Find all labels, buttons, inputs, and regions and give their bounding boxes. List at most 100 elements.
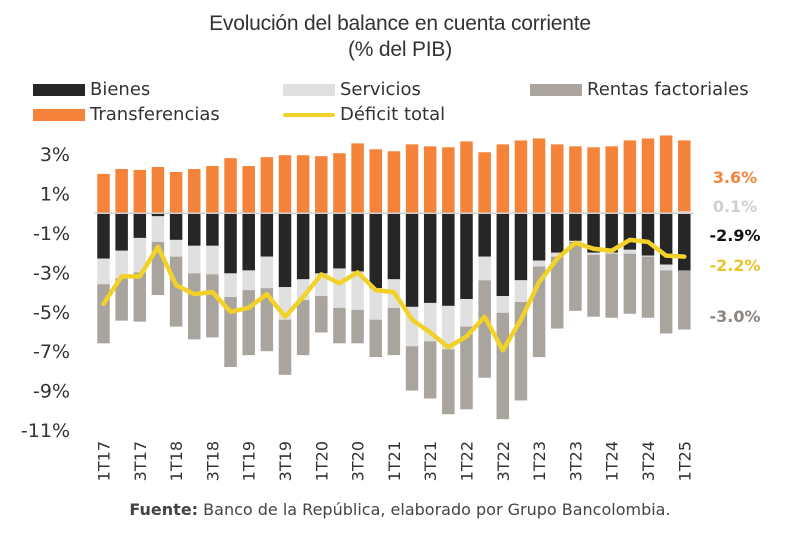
bar-bienes bbox=[296, 213, 310, 280]
bar-bienes bbox=[115, 213, 128, 251]
bar-servicios bbox=[97, 258, 110, 285]
bar-transferencias bbox=[587, 147, 600, 214]
x-tick-label: 1T20 bbox=[312, 441, 331, 481]
bar-servicios bbox=[151, 216, 165, 242]
bar-rentas-factoriales bbox=[605, 253, 618, 318]
bar-rentas-factoriales bbox=[188, 273, 201, 340]
y-tick-label: -3% bbox=[33, 262, 70, 284]
bar-rentas-factoriales bbox=[315, 296, 328, 333]
y-tick-label: -5% bbox=[33, 302, 70, 324]
annotation-label: -2.9% bbox=[709, 226, 760, 245]
deficit-line-group bbox=[101, 237, 687, 353]
y-tick-label: 3% bbox=[40, 144, 70, 166]
bar-transferencias bbox=[387, 151, 401, 214]
bar-bienes bbox=[224, 213, 237, 274]
bar-bienes bbox=[641, 213, 655, 256]
bar-rentas-factoriales bbox=[333, 307, 346, 344]
bar-rentas-factoriales bbox=[551, 256, 564, 329]
bar-rentas-factoriales bbox=[115, 278, 128, 321]
x-tick-label: 3T19 bbox=[276, 441, 295, 481]
bar-bienes bbox=[315, 213, 328, 274]
x-tick-label: 1T21 bbox=[385, 441, 404, 481]
bar-servicios bbox=[442, 305, 455, 350]
bar-transferencias bbox=[369, 149, 382, 214]
bar-rentas-factoriales bbox=[659, 270, 673, 334]
legend-item-deficit: Déficit total bbox=[283, 104, 445, 125]
bar-servicios bbox=[460, 299, 473, 327]
bar-bienes bbox=[460, 213, 473, 299]
bar-bienes bbox=[151, 213, 165, 217]
bar-transferencias bbox=[460, 141, 473, 214]
bar-bienes bbox=[369, 213, 382, 289]
legend-label-rentas: Rentas factoriales bbox=[587, 79, 749, 100]
y-tick-label: -9% bbox=[33, 381, 70, 403]
bar-rentas-factoriales bbox=[569, 241, 582, 311]
legend-label-servicios: Servicios bbox=[340, 79, 421, 100]
annotation-label: -3.0% bbox=[709, 307, 760, 326]
y-axis: 3% 1% -1% -3% -5% -7% -9% -11% bbox=[21, 144, 70, 442]
bar-servicios bbox=[224, 273, 237, 298]
x-tick-label: 3T17 bbox=[131, 441, 150, 481]
bar-rentas-factoriales bbox=[460, 326, 473, 410]
x-axis: 1T17 3T17 1T18 3T18 1T19 3T19 1T20 3T20 1T21 3T21… bbox=[95, 441, 695, 481]
bar-bienes bbox=[387, 213, 401, 280]
bar-rentas-factoriales bbox=[296, 299, 310, 356]
bar-servicios bbox=[605, 252, 618, 254]
bar-rentas-factoriales bbox=[678, 270, 691, 330]
bar-servicios bbox=[351, 271, 364, 310]
x-tick-label: 3T18 bbox=[203, 441, 222, 481]
bar-rentas-factoriales bbox=[133, 272, 147, 322]
bar-transferencias bbox=[133, 169, 147, 214]
bar-servicios bbox=[587, 252, 600, 255]
source-note: Fuente: Banco de la República, elaborado… bbox=[0, 500, 800, 519]
bar-servicios bbox=[478, 256, 491, 281]
bar-transferencias bbox=[115, 168, 128, 214]
bar-bienes bbox=[605, 213, 618, 253]
bar-transferencias bbox=[551, 144, 564, 214]
bar-servicios bbox=[623, 249, 637, 254]
bar-rentas-factoriales bbox=[351, 309, 364, 344]
chart-title: Evolución del balance en cuenta corrient… bbox=[209, 12, 591, 35]
bar-rentas-factoriales bbox=[478, 280, 491, 378]
x-tick-label: 1T23 bbox=[530, 441, 549, 481]
bar-bienes bbox=[188, 213, 201, 246]
bar-servicios bbox=[242, 270, 255, 291]
annotation-label: 0.1% bbox=[713, 197, 757, 216]
bar-transferencias bbox=[224, 158, 237, 214]
source-text: Banco de la República, elaborado por Gru… bbox=[198, 500, 671, 519]
bar-servicios bbox=[659, 264, 673, 271]
bar-rentas-factoriales bbox=[97, 284, 110, 344]
bar-transferencias bbox=[188, 168, 201, 214]
bar-rentas-factoriales bbox=[278, 319, 292, 375]
bar-transferencias bbox=[623, 140, 637, 214]
y-tick-label: -11% bbox=[21, 420, 70, 442]
legend-swatch-servicios bbox=[283, 83, 335, 96]
y-tick-label: -1% bbox=[33, 223, 70, 245]
y-tick-label: 1% bbox=[40, 184, 70, 206]
legend-swatch-bienes bbox=[33, 83, 85, 96]
bar-transferencias bbox=[351, 143, 364, 214]
annotation-label: -2.2% bbox=[709, 256, 760, 275]
bar-transferencias bbox=[260, 157, 274, 214]
bar-bienes bbox=[405, 213, 419, 307]
bar-transferencias bbox=[151, 167, 165, 214]
bar-transferencias bbox=[97, 173, 110, 214]
bar-transferencias bbox=[405, 144, 419, 214]
bar-transferencias bbox=[278, 155, 292, 214]
legend-label-deficit: Déficit total bbox=[340, 104, 446, 125]
bar-rentas-factoriales bbox=[641, 256, 655, 318]
bar-bienes bbox=[242, 213, 255, 271]
bar-bienes bbox=[169, 213, 183, 240]
bar-bienes bbox=[532, 213, 546, 261]
x-tick-label: 3T22 bbox=[494, 441, 513, 481]
legend-swatch-rentas bbox=[530, 83, 582, 96]
bar-servicios bbox=[532, 260, 546, 267]
bar-servicios bbox=[260, 256, 274, 289]
bar-transferencias bbox=[333, 153, 346, 214]
bar-rentas-factoriales bbox=[387, 307, 401, 356]
annotations: 3.6% 0.1% -2.9% -2.2% -3.0% bbox=[709, 168, 760, 326]
bar-bienes bbox=[133, 213, 147, 238]
bar-bienes bbox=[97, 213, 110, 259]
legend-label-transferencias: Transferencias bbox=[90, 104, 220, 125]
